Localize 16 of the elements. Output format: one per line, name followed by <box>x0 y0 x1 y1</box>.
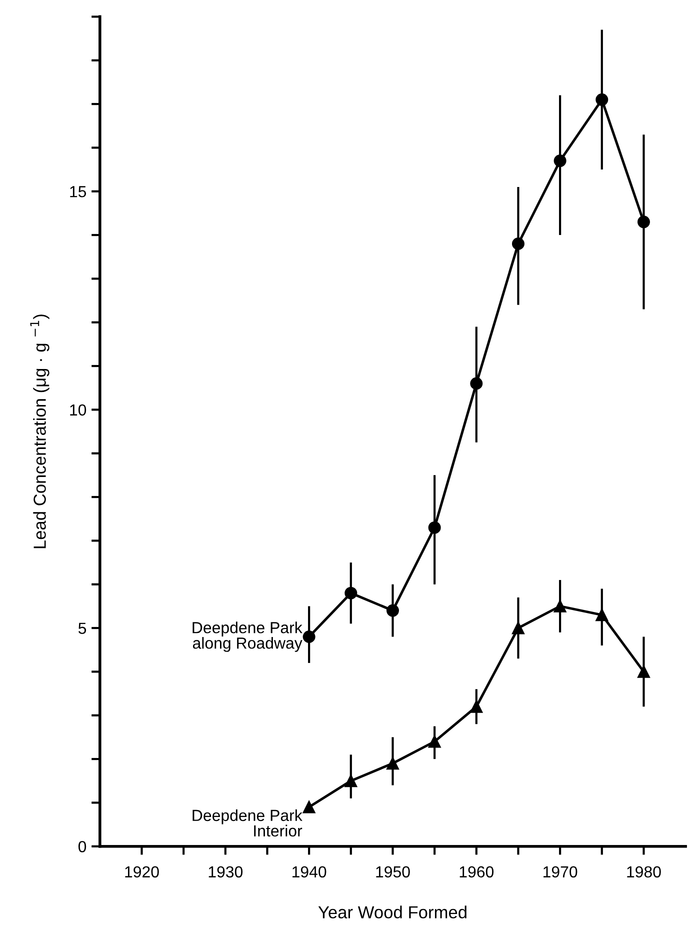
x-tick-label: 1960 <box>460 866 494 878</box>
x-tick-label: 1920 <box>125 866 159 878</box>
y-axis-title: Lead Concentration (μg · g $^{−1}$) <box>30 314 50 548</box>
y-tick-label: 5 <box>78 622 86 634</box>
x-tick-label: 1940 <box>292 866 326 878</box>
y-tick-label: 10 <box>70 404 86 416</box>
y-tick-label: 0 <box>78 840 86 852</box>
point <box>302 800 316 814</box>
x-axis-title: Year Wood Formed <box>318 906 466 918</box>
series-label: Deepdene Park along Roadway <box>192 622 302 652</box>
x-tick-label: 1980 <box>627 866 661 878</box>
x-tick-label: 1950 <box>376 866 410 878</box>
x-tick-label: 1930 <box>208 866 243 878</box>
series-label: Deepdene Park Interior <box>192 809 302 837</box>
x-tick-label: 1970 <box>544 866 578 878</box>
y-tick-label: 15 <box>70 186 86 198</box>
